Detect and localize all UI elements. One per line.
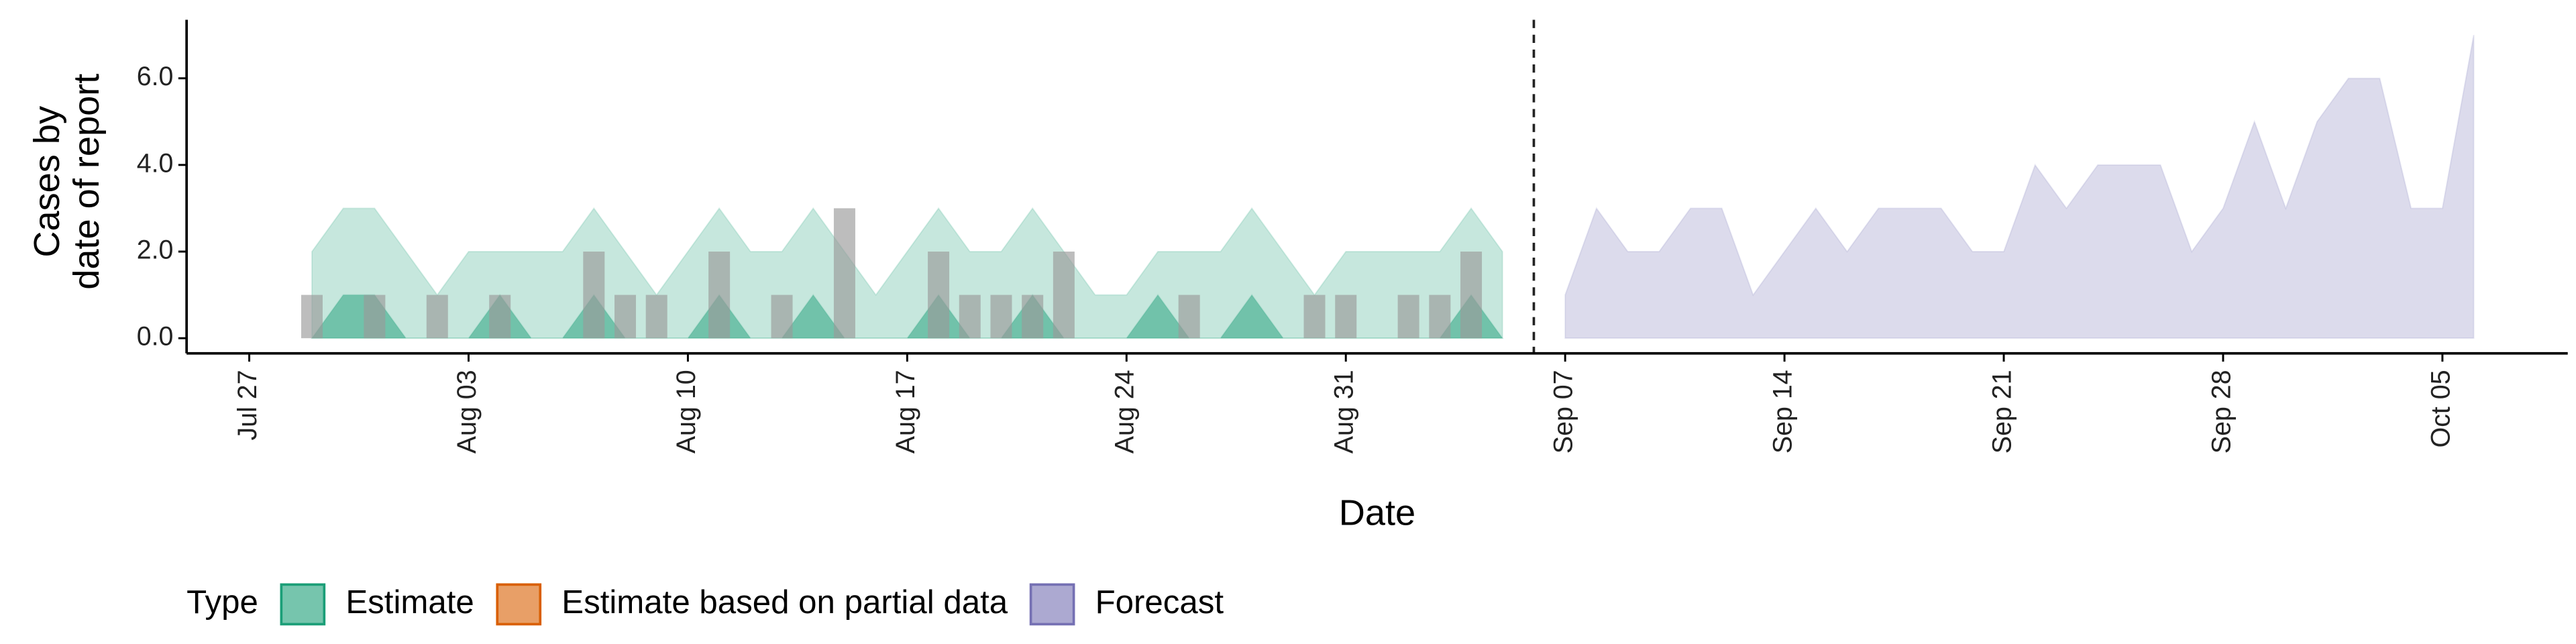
x-tick-label: Aug 10 [672,370,701,453]
x-tick-label: Aug 17 [891,370,920,453]
x-tick-label: Sep 07 [1549,370,1578,453]
observed-bar [426,294,448,339]
area-band [311,207,1503,339]
area-band [1564,34,2475,339]
x-tick-label: Aug 31 [1330,370,1359,453]
observed-bar [1397,294,1419,339]
x-tick-label: Aug 24 [1110,370,1140,453]
area-band-inner [311,293,1504,339]
y-tick-label: 4.0 [137,148,174,178]
observed-bar [583,252,605,339]
observed-bar [1429,294,1451,339]
observed-bar [1303,294,1326,339]
x-tick-label: Sep 21 [1987,370,2017,453]
observed-bar [1335,294,1357,339]
x-tick-label: Aug 03 [452,370,482,453]
observed-bar [614,294,637,339]
legend-title: Type [186,584,258,621]
legend-label: Estimate [345,584,474,621]
observed-bar [1178,294,1200,339]
x-axis-title: Date [1339,492,1415,533]
observed-bar [1460,252,1483,339]
observed-bar [990,294,1012,339]
observed-bar [708,252,731,339]
observed-bar [364,294,386,339]
y-axis-title: Cases by [27,106,67,258]
legend-key [280,583,326,626]
y-tick-label: 2.0 [137,235,174,264]
observed-bar [489,294,511,339]
y-tick-label: 0.0 [137,322,174,352]
legend-label: Estimate based on partial data [561,584,1008,621]
observed-bar [301,294,323,339]
y-tick-label: 6.0 [137,62,174,91]
x-tick-label: Sep 28 [2206,370,2236,453]
x-tick-label: Jul 27 [233,370,262,440]
observed-bar [771,294,793,339]
observed-bar [833,208,855,339]
observed-bar [645,294,667,339]
observed-bar [1022,294,1044,339]
legend-key [1029,583,1075,626]
observed-bar [1053,252,1075,339]
plot-area [301,34,2475,339]
legend-key [496,583,542,626]
observed-bar [959,294,981,339]
y-axis-title: date of report [66,74,107,290]
legend-label: Forecast [1095,584,1224,621]
observed-bar [928,252,950,339]
x-tick-label: Sep 14 [1768,370,1797,453]
x-tick-label: Oct 05 [2426,370,2455,447]
